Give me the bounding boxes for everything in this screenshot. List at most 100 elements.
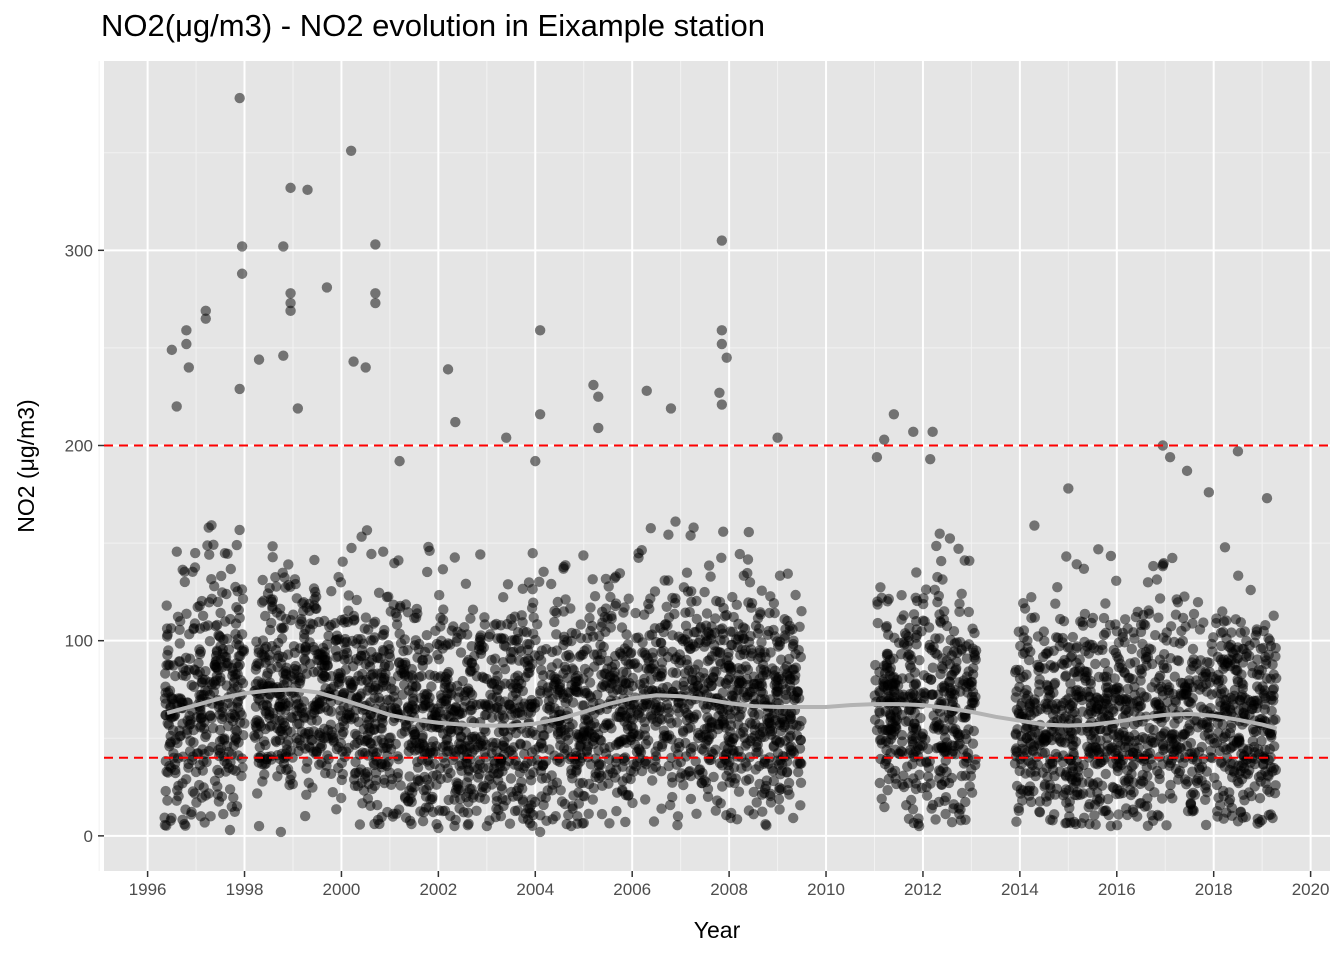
x-tick-label: 2008: [710, 880, 748, 899]
data-point: [423, 642, 434, 654]
data-point: [677, 725, 689, 736]
data-point: [558, 631, 570, 642]
data-point: [174, 656, 186, 667]
data-point: [781, 767, 793, 778]
data-point: [1271, 673, 1282, 684]
data-point: [1062, 642, 1074, 653]
data-point: [1113, 809, 1124, 820]
data-point: [285, 297, 296, 309]
data-point: [187, 566, 198, 577]
data-point: [721, 609, 732, 621]
data-point: [546, 770, 557, 781]
data-point: [934, 528, 945, 539]
data-point: [598, 641, 609, 653]
data-point: [897, 736, 908, 747]
data-point: [743, 774, 755, 785]
data-point: [292, 718, 303, 730]
data-point: [549, 616, 560, 628]
data-point: [672, 820, 683, 831]
data-point: [546, 578, 557, 590]
data-point: [538, 799, 549, 811]
data-point: [1111, 626, 1123, 637]
data-point: [520, 808, 531, 819]
data-point: [434, 805, 445, 816]
data-point: [538, 566, 549, 577]
data-point: [1104, 619, 1116, 631]
data-point: [463, 796, 474, 808]
data-point: [1205, 702, 1216, 714]
data-point: [194, 666, 205, 678]
data-point: [430, 706, 442, 718]
data-point: [1164, 788, 1176, 799]
data-point: [640, 794, 651, 805]
data-point: [897, 746, 908, 758]
data-point: [1102, 793, 1114, 805]
data-point: [1237, 743, 1249, 754]
data-point: [234, 612, 245, 624]
data-point: [1196, 761, 1208, 772]
data-point: [1069, 816, 1080, 828]
data-point: [719, 635, 730, 646]
data-point: [1136, 663, 1148, 675]
data-point: [372, 799, 383, 811]
data-point: [714, 387, 725, 399]
data-point: [251, 715, 263, 726]
data-point: [330, 635, 341, 646]
data-point: [1103, 687, 1115, 698]
data-point: [740, 740, 751, 751]
data-point: [592, 689, 603, 700]
data-point: [378, 674, 390, 686]
data-point: [1090, 658, 1101, 670]
data-point: [483, 631, 495, 642]
data-point: [1259, 685, 1270, 696]
data-point: [1143, 608, 1155, 619]
data-point: [581, 687, 592, 699]
data-point: [1150, 630, 1161, 641]
data-point: [1264, 786, 1275, 798]
data-point: [1014, 681, 1025, 693]
data-point: [663, 529, 674, 540]
data-point: [395, 780, 406, 791]
data-point: [937, 663, 948, 674]
data-point: [678, 582, 690, 593]
data-point: [788, 690, 800, 701]
data-point: [782, 568, 793, 579]
data-point: [465, 754, 476, 765]
data-point: [773, 641, 784, 652]
data-point: [333, 571, 344, 583]
data-point: [643, 598, 654, 610]
data-point: [908, 724, 919, 735]
data-point: [788, 747, 800, 759]
data-point: [278, 350, 289, 361]
data-point: [417, 816, 429, 827]
data-point: [949, 685, 960, 696]
data-point: [927, 426, 938, 438]
data-point: [1083, 648, 1095, 659]
data-point: [281, 662, 292, 673]
data-point: [1019, 603, 1031, 614]
data-point: [1048, 687, 1059, 698]
data-point: [691, 709, 702, 720]
data-point: [498, 800, 509, 812]
data-point: [395, 638, 407, 649]
data-point: [715, 624, 726, 635]
data-point: [611, 764, 622, 775]
data-point: [1033, 686, 1045, 697]
data-point: [392, 751, 403, 762]
data-point: [1247, 661, 1258, 672]
data-point: [904, 660, 916, 671]
data-point: [567, 663, 578, 674]
data-point: [229, 806, 240, 817]
data-point: [1125, 658, 1136, 669]
data-point: [171, 546, 182, 557]
data-point: [231, 602, 242, 613]
data-point: [643, 735, 654, 746]
data-point: [748, 691, 759, 703]
data-point: [1024, 737, 1036, 748]
data-point: [606, 610, 617, 622]
data-point: [267, 541, 278, 552]
data-point: [194, 648, 206, 660]
data-point: [171, 401, 182, 412]
data-point: [965, 771, 977, 782]
data-point: [960, 729, 971, 740]
